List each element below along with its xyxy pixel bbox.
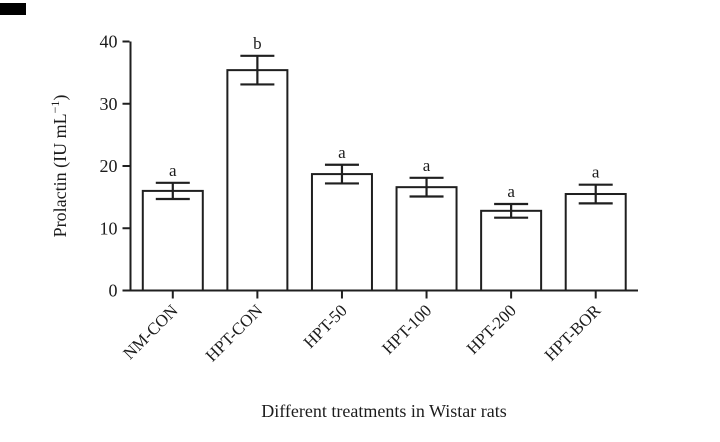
- y-tick-label: 10: [100, 218, 118, 238]
- x-tick-label: HPT-200: [463, 301, 520, 358]
- bar-hpt-200: [480, 209, 543, 292]
- x-tick-label: HPT-BOR: [541, 300, 605, 364]
- x-tick-label: HPT-50: [300, 301, 351, 352]
- bar-hpt-50: [310, 173, 373, 292]
- y-tick-label: 30: [100, 94, 118, 114]
- x-tick-label: NM-CON: [119, 301, 181, 363]
- corner-mark: [0, 3, 26, 15]
- y-axis-label: Prolactin (IU mL−1): [48, 95, 71, 238]
- x-tick-label: HPT-CON: [202, 301, 266, 365]
- y-tick-label: 0: [109, 281, 118, 301]
- y-tick-label: 40: [100, 32, 118, 52]
- significance-letter: b: [253, 34, 262, 53]
- bar-hpt-con: [226, 69, 289, 292]
- significance-letter: a: [423, 156, 431, 175]
- significance-letter: a: [169, 161, 177, 180]
- significance-letter: a: [507, 182, 515, 201]
- x-tick-label: HPT-100: [378, 301, 435, 358]
- bar-hpt-bor: [564, 193, 627, 292]
- significance-letter: a: [592, 163, 600, 182]
- y-tick-label: 20: [100, 156, 118, 176]
- x-axis-label: Different treatments in Wistar rats: [261, 401, 507, 421]
- significance-letter: a: [338, 143, 346, 162]
- bar-nm-con: [141, 189, 204, 292]
- bar-hpt-100: [395, 186, 458, 292]
